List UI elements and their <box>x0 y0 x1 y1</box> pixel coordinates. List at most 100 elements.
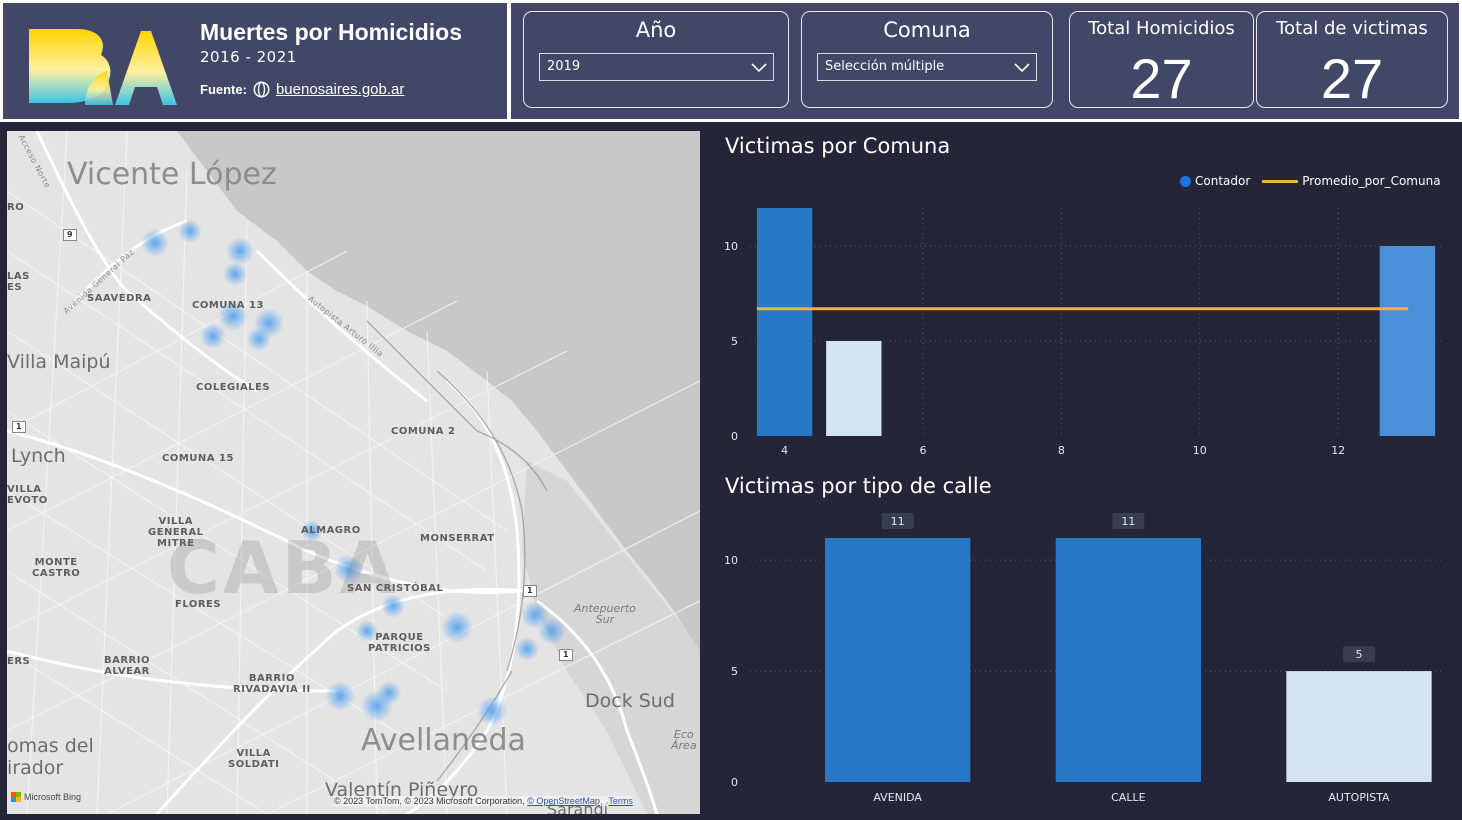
x-category-label: AVENIDA <box>873 791 922 804</box>
map-label-comuna15: COMUNA 15 <box>162 453 234 464</box>
y-tick-label: 10 <box>724 554 738 567</box>
data-label-bg <box>1342 646 1375 663</box>
map-label-lynch: Lynch <box>11 445 66 467</box>
chart-comuna-title: Victimas por Comuna <box>725 134 951 158</box>
microsoft-logo-icon <box>11 792 21 802</box>
chevron-down-icon <box>1014 63 1030 73</box>
data-label-bg <box>881 513 914 529</box>
y-tick-label: 0 <box>731 776 738 789</box>
bar-comuna-13 <box>1379 246 1436 436</box>
map-label-monte-castro: MONTE CASTRO <box>32 557 81 579</box>
map-label-san-cristobal: SAN CRISTÓBAL <box>347 583 444 594</box>
map-label-valentin-pineyro: Valentín Piñeyro <box>325 779 479 801</box>
data-label: 11 <box>891 515 905 528</box>
map-label-barrio-rivadavia: BARRIO RIVADAVIA II <box>233 673 311 695</box>
road-sign: 1 <box>523 585 537 597</box>
map-label-barrio-alvear: BARRIO ALVEAR <box>104 655 150 677</box>
header-bar: Muertes por Homicidios 2016 - 2021 Fuent… <box>0 0 1462 122</box>
road-sign: 9 <box>63 229 77 241</box>
map-label-dock-sud: Dock Sud <box>585 690 675 712</box>
year-dropdown-value: 2019 <box>547 59 581 74</box>
bar-avenida <box>825 538 971 782</box>
y-tick-label: 5 <box>731 335 738 348</box>
x-tick-label: 8 <box>1058 444 1065 457</box>
title-panel: Muertes por Homicidios 2016 - 2021 Fuent… <box>3 3 507 119</box>
kpi-total-victimas: Total de victimas 27 <box>1256 11 1448 110</box>
source-link[interactable]: buenosaires.gob.ar <box>275 81 405 98</box>
map-label-villa-maipu: Villa Maipú <box>7 351 111 373</box>
bing-attribution: Microsoft Bing <box>11 792 81 802</box>
year-dropdown[interactable]: 2019 <box>539 53 774 81</box>
data-label-bg <box>1112 513 1145 529</box>
map-attribution: © 2023 TomTom, © 2023 Microsoft Corporat… <box>334 796 633 806</box>
y-tick-label: 0 <box>731 430 738 443</box>
map-label-las: LAS ES <box>7 271 30 293</box>
road-sign: 1 <box>12 421 26 433</box>
map-base <box>7 131 700 814</box>
page-subtitle: 2016 - 2021 <box>200 48 297 66</box>
kpi-homicidios-caption: Total Homicidios <box>1088 18 1235 39</box>
map-label-lomas-del-mirador: omas del irador <box>7 735 94 779</box>
year-filter-caption: Año <box>635 18 677 42</box>
kpi-victimas-caption: Total de victimas <box>1276 18 1428 39</box>
bar-autopista <box>1286 671 1432 782</box>
comuna-dropdown[interactable]: Selección múltiple <box>817 53 1037 81</box>
x-tick-label: 10 <box>1193 444 1207 457</box>
map-label-antepuerto: Antepuerto Sur <box>574 602 636 626</box>
x-tick-label: 4 <box>781 444 788 457</box>
road-sign: 1 <box>559 649 573 661</box>
map-label-sarandi: Sarandí <box>547 800 609 814</box>
map-label-ro: RO <box>7 202 25 213</box>
legend-promedio-swatch <box>1262 179 1299 183</box>
map-label-parque-patricios: PARQUE PATRICIOS <box>368 632 431 654</box>
map-label-comuna2: COMUNA 2 <box>391 426 456 437</box>
map-label-villa-gral-mitre: VILLA GENERAL MITRE <box>148 516 204 549</box>
map-label-villa-soldati: VILLA SOLDATI <box>228 748 280 770</box>
map-label-ers: ERS <box>7 656 31 667</box>
x-category-label: AUTOPISTA <box>1328 791 1390 804</box>
comuna-filter-caption: Comuna <box>883 18 971 42</box>
osm-link[interactable]: © OpenStreetMap <box>527 796 600 806</box>
x-tick-label: 12 <box>1331 444 1345 457</box>
legend-contador-swatch <box>1180 175 1191 187</box>
map-label-vicente-lopez: Vicente López <box>67 157 277 192</box>
terms-link[interactable]: Terms <box>608 796 633 806</box>
source-row: Fuente: buenosaires.gob.ar <box>200 81 404 98</box>
map-label-almagro: ALMAGRO <box>301 525 361 536</box>
map-label-eco-area: Eco Área <box>671 728 697 752</box>
x-tick-label: 6 <box>920 444 927 457</box>
kpi-victimas-value: 27 <box>1320 47 1384 110</box>
bar-comuna-4 <box>756 208 813 436</box>
comuna-dropdown-value: Selección múltiple <box>825 59 945 74</box>
comuna-filter-card: Comuna Selección múltiple <box>801 11 1053 108</box>
map-label-comuna13: COMUNA 13 <box>192 300 264 311</box>
chart-tipo-title: Victimas por tipo de calle <box>725 474 992 498</box>
map-label-saavedra: SAAVEDRA <box>87 293 152 304</box>
bar-comuna-5 <box>826 341 882 436</box>
map-label-monserrat: MONSERRAT <box>420 533 495 544</box>
map-label-caba: CABA <box>167 526 399 610</box>
attribution-text: © 2023 TomTom, © 2023 Microsoft Corporat… <box>334 796 525 806</box>
map-label-colegiales: COLEGIALES <box>196 382 271 393</box>
data-label: 5 <box>1355 648 1362 661</box>
kpi-total-homicidios: Total Homicidios 27 <box>1069 11 1254 110</box>
y-tick-label: 10 <box>724 240 738 253</box>
ba-logo <box>29 29 177 105</box>
page-title: Muertes por Homicidios <box>200 19 462 45</box>
source-label: Fuente: <box>200 82 247 97</box>
heatmap-map[interactable]: CABA Vicente López SAAVEDRA COMUNA 13 Vi… <box>7 131 700 814</box>
x-category-label: CALLE <box>1111 791 1145 804</box>
legend-promedio-label: Promedio_por_Comuna <box>1302 174 1441 188</box>
year-filter-card: Año 2019 <box>523 11 789 108</box>
bar-calle <box>1055 538 1201 782</box>
legend-contador-label: Contador <box>1195 174 1251 188</box>
chevron-down-icon <box>751 63 767 73</box>
globe-icon <box>253 81 270 98</box>
chart-comuna-legend: Contador Promedio_por_Comuna <box>1180 174 1441 188</box>
y-tick-label: 5 <box>731 665 738 678</box>
kpi-homicidios-value: 27 <box>1130 47 1193 110</box>
data-label: 11 <box>1121 515 1135 528</box>
map-label-villa-devoto: VILLA EVOTO <box>7 484 48 506</box>
map-label-flores: FLORES <box>175 599 222 610</box>
